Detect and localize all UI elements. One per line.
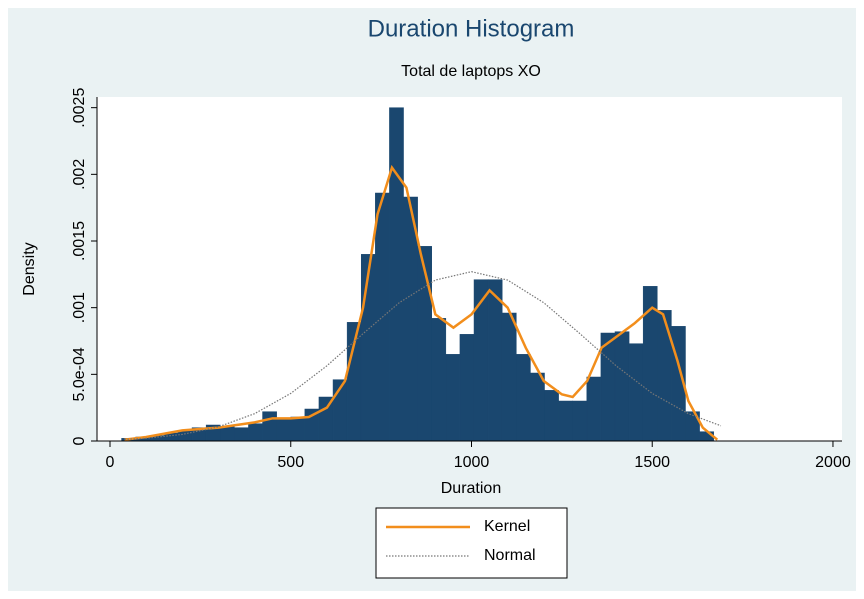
y-axis-label: Density xyxy=(21,242,38,295)
legend-label: Normal xyxy=(484,547,536,564)
bar xyxy=(276,418,292,442)
bar xyxy=(473,279,489,442)
bar xyxy=(628,343,644,442)
bar xyxy=(516,354,531,442)
bar xyxy=(657,310,672,442)
bar xyxy=(600,332,616,442)
bar xyxy=(360,254,376,442)
y-tick-label: 5.0e-04 xyxy=(71,347,88,401)
x-tick-label: 1500 xyxy=(634,454,670,471)
bar xyxy=(389,107,404,442)
bar xyxy=(234,427,249,442)
y-tick-label: .0015 xyxy=(71,221,88,261)
y-tick-label: .002 xyxy=(71,159,88,190)
bar xyxy=(586,376,602,442)
bar xyxy=(431,318,447,442)
legend-label: Kernel xyxy=(484,518,530,535)
x-tick-label: 1000 xyxy=(454,454,490,471)
bar xyxy=(417,246,432,442)
y-tick-label: .001 xyxy=(71,292,88,323)
chart-title: Duration Histogram xyxy=(368,15,575,42)
bar xyxy=(445,354,461,442)
x-tick-label: 2000 xyxy=(815,454,851,471)
density-line xyxy=(124,164,719,441)
bar xyxy=(544,390,559,442)
bar xyxy=(459,334,475,442)
y-tick-label: 0 xyxy=(71,436,88,445)
bar xyxy=(262,411,277,442)
bar xyxy=(614,331,630,442)
bar xyxy=(558,400,573,442)
bar xyxy=(572,400,588,442)
bar xyxy=(487,279,503,442)
x-axis-label: Duration xyxy=(441,480,501,497)
x-tick-label: 500 xyxy=(277,454,304,471)
legend-box xyxy=(375,507,568,579)
bar xyxy=(501,312,517,442)
y-tick-label: .0025 xyxy=(71,88,88,128)
bar xyxy=(248,423,263,442)
chart-subtitle: Total de laptops XO xyxy=(401,63,541,80)
bar xyxy=(290,416,306,442)
density-line xyxy=(124,271,722,441)
bar xyxy=(220,426,235,442)
x-tick-label: 0 xyxy=(106,454,115,471)
bar xyxy=(530,372,545,442)
